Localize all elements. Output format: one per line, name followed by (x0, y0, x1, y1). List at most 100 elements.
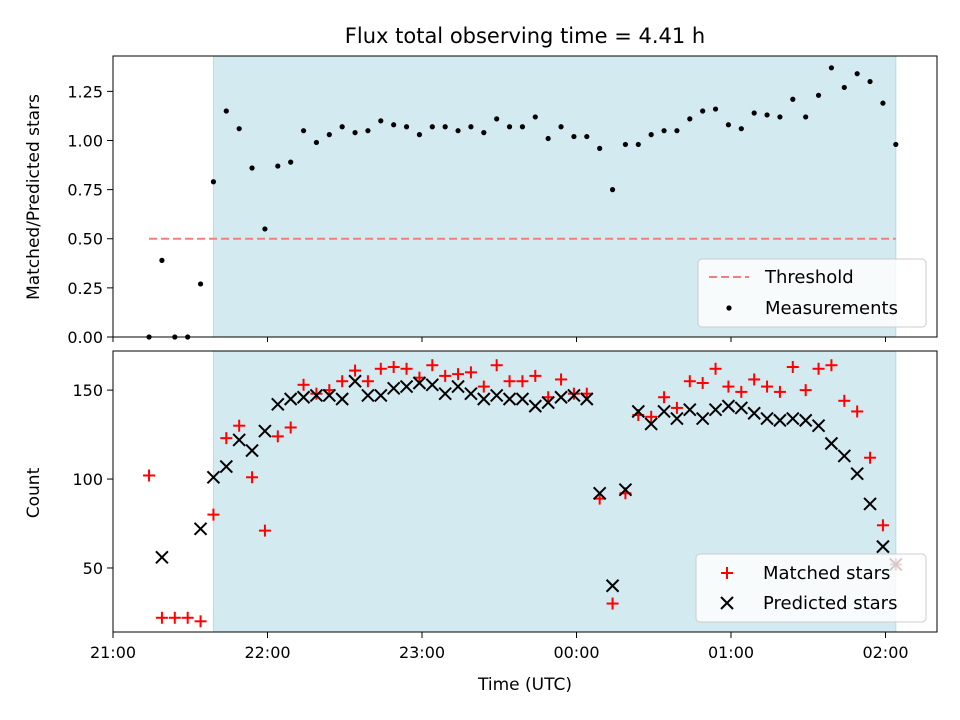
matched-star-point (748, 373, 761, 386)
predicted-star-point (721, 399, 736, 413)
measurement-point (584, 133, 590, 140)
top-axes-frame (112, 55, 938, 338)
x-tick-label: 22:00 (244, 643, 290, 662)
matched-star-point (503, 375, 516, 388)
measurement-point (777, 114, 783, 120)
predicted-star-point (348, 374, 362, 388)
x-tick-label: 02:00 (862, 643, 908, 662)
measurement-point (700, 108, 706, 114)
predicted-star-point (631, 404, 646, 419)
predicted-star-point (155, 550, 169, 565)
top-y-axis-label: Matched/Predicted stars (24, 94, 44, 300)
predicted-star-point (283, 392, 298, 406)
bottom-y-tick-label: 50 (83, 559, 103, 578)
predicted-star-point (322, 388, 337, 403)
legend-matched-label: Matched stars (763, 563, 890, 584)
predicted-star-point (528, 399, 543, 413)
predicted-star-point (464, 386, 478, 401)
predicted-star-point (515, 392, 530, 406)
predicted-star-point (477, 392, 491, 406)
measurement-point (494, 116, 500, 122)
matched-star-point (258, 524, 271, 537)
matched-star-point (143, 469, 156, 482)
matched-star-point (606, 597, 619, 610)
top-y-tick-label: 1.25 (67, 82, 103, 101)
predicted-star-point (502, 392, 517, 406)
predicted-star-point (580, 392, 594, 406)
measurement-point (197, 281, 204, 287)
measurement-point (790, 96, 796, 102)
measurement-point (803, 114, 809, 120)
measurement-point (661, 128, 667, 134)
measurement-point (738, 126, 744, 132)
measurement-point (249, 165, 255, 171)
predicted-star-point (245, 443, 259, 458)
predicted-star-point (361, 388, 375, 403)
predicted-star-point (567, 388, 581, 403)
measurement-point (571, 133, 577, 140)
predicted-star-point (605, 579, 620, 593)
matched-star-point (876, 519, 889, 532)
matched-star-point (310, 387, 323, 400)
matched-star-point (155, 611, 168, 624)
measurement-point (674, 128, 680, 134)
measurement-point (854, 71, 860, 77)
matched-star-point (349, 364, 362, 377)
bottom-axes-frame (112, 350, 938, 633)
matched-star-point (645, 410, 658, 423)
x-tick-label: 01:00 (708, 643, 754, 662)
measurement-point (893, 141, 899, 148)
measurement-point (262, 226, 268, 232)
bottom-legend: Matched stars Predicted stars (695, 553, 927, 623)
predicted-star-point (425, 378, 440, 392)
predicted-star-point (644, 417, 658, 431)
measurement-point (815, 92, 822, 98)
measurement-point (339, 124, 345, 130)
legend-threshold-label: Threshold (764, 267, 854, 288)
predicted-star-point (554, 390, 568, 404)
predicted-star-point (399, 379, 414, 394)
matched-star-point (490, 359, 503, 372)
matched-star-point (683, 375, 696, 388)
predicted-star-point (219, 459, 234, 474)
measurement-point (751, 110, 757, 116)
predicted-star-point (773, 413, 787, 428)
measurement-point (416, 132, 423, 138)
bottom-legend-box (695, 553, 927, 623)
matched-star-point (761, 380, 774, 393)
predicted-star-point (760, 411, 774, 426)
measurement-point (378, 118, 384, 124)
matched-star-point (838, 394, 851, 407)
matched-star-point (786, 361, 799, 374)
measurement-point (391, 122, 397, 128)
predicted-star-point (695, 411, 710, 426)
measurement-point (545, 135, 551, 142)
chart-title: Flux total observing time = 4.41 h (345, 24, 705, 48)
matched-star-point (670, 401, 683, 414)
matched-star-point (851, 405, 864, 418)
predicted-star-point (296, 390, 311, 404)
predicted-star-point (708, 402, 723, 417)
measurement-point (841, 84, 847, 91)
top-y-tick-label: 1.00 (67, 131, 103, 150)
matched-star-point (799, 384, 812, 397)
measurement-point (506, 124, 513, 130)
matched-star-point (168, 611, 181, 624)
predicted-star-point (824, 436, 839, 451)
matched-star-point (439, 369, 452, 382)
predicted-star-point (258, 424, 272, 438)
predicted-star-point (309, 388, 324, 403)
bottom-y-axis-label: Count (24, 467, 44, 518)
predicted-star-point (811, 418, 826, 433)
predicted-star-point (193, 522, 208, 536)
top-legend-box (697, 258, 927, 328)
predicted-star-point (618, 483, 633, 497)
predicted-star-point (335, 392, 349, 406)
matched-star-point (529, 369, 542, 382)
matched-star-point (773, 385, 786, 398)
predicted-star-point (837, 449, 852, 463)
predicted-star-point (451, 379, 465, 394)
measurement-point (764, 112, 770, 118)
measurement-point (880, 100, 886, 106)
